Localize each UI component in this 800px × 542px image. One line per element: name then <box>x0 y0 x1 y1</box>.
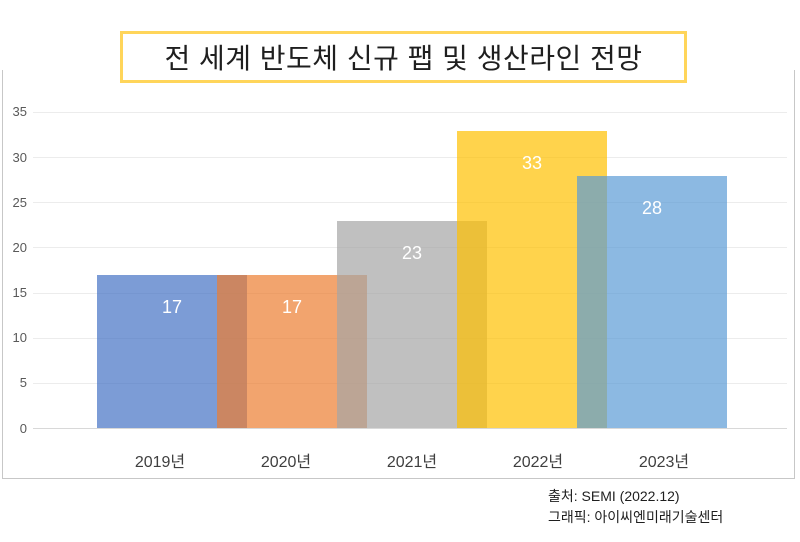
y-tick-label: 25 <box>12 194 27 210</box>
gridline <box>33 157 787 159</box>
bar-value-label: 17 <box>281 296 303 317</box>
credits: 출처: SEMI (2022.12) 그래픽: 아이씨엔미래기술센터 <box>548 486 723 528</box>
y-tick-label: 15 <box>12 285 27 301</box>
chart-area-border <box>2 70 795 479</box>
x-axis-baseline <box>33 428 787 429</box>
bar-value-label: 23 <box>401 242 423 263</box>
y-tick-label: 10 <box>12 330 27 346</box>
x-axis-label-2019년: 2019년 <box>134 454 186 471</box>
y-tick-label: 0 <box>19 420 27 436</box>
bar-2023년: 28 <box>577 175 727 429</box>
chart-title-box: 전 세계 반도체 신규 팹 및 생산라인 전망 <box>120 31 687 83</box>
y-tick-label: 20 <box>12 239 27 255</box>
gridline <box>33 111 787 113</box>
y-tick-label: 35 <box>12 104 27 120</box>
y-tick-label: 30 <box>12 149 27 165</box>
source-text: 출처: SEMI (2022.12) <box>548 488 680 504</box>
bar-value-label: 28 <box>641 197 663 218</box>
bar-value-label: 33 <box>521 152 543 173</box>
x-axis-label-2022년: 2022년 <box>512 454 564 471</box>
bar-value-label: 17 <box>161 296 183 317</box>
x-axis-label-2020년: 2020년 <box>260 454 312 471</box>
gridline <box>33 202 787 204</box>
x-axis-label-2023년: 2023년 <box>638 454 690 471</box>
x-axis-label-2021년: 2021년 <box>386 454 438 471</box>
graphic-credit-text: 그래픽: 아이씨엔미래기술센터 <box>548 509 724 525</box>
chart-title: 전 세계 반도체 신규 팹 및 생산라인 전망 <box>164 43 643 74</box>
y-tick-label: 5 <box>19 375 27 391</box>
